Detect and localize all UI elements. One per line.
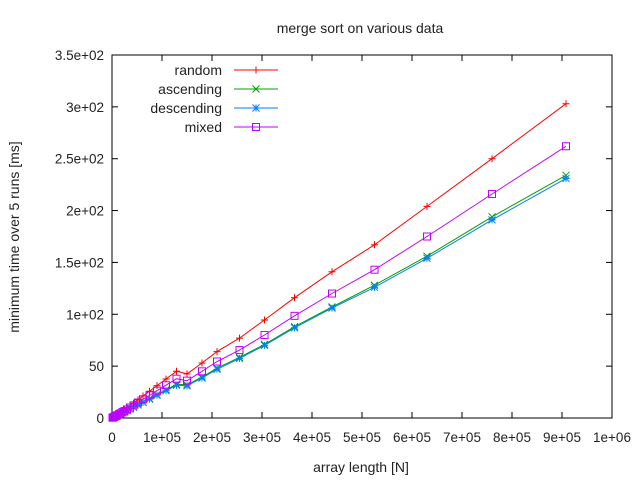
x-tick-label: 2e+05 <box>193 430 231 445</box>
data-point-descending <box>290 323 299 332</box>
data-point-mixed <box>235 346 244 355</box>
data-point-random <box>183 370 191 378</box>
axes: 0 1e+05 2e+05 3e+05 4e+05 5e+05 6e+05 7e+05 8e+0… <box>55 48 631 445</box>
data-point-descending <box>562 174 570 183</box>
legend-label-descending: descending <box>150 100 222 116</box>
x-tick-label: 7e+05 <box>443 430 481 445</box>
data-point-mixed <box>328 289 336 298</box>
x-tick-label: 4e+05 <box>293 430 331 445</box>
legend-entry-ascending: ascending <box>158 81 278 97</box>
x-tick-label: 6e+05 <box>393 430 431 445</box>
y-tick-label: 1e+02 <box>66 307 104 322</box>
data-point-random <box>146 387 153 395</box>
y-tick-label: 3.5e+02 <box>55 48 104 63</box>
data-point-descending <box>198 374 206 382</box>
data-point-descending <box>172 381 181 390</box>
data-point-mixed <box>129 401 138 410</box>
data-point-mixed <box>423 232 431 241</box>
legend-marker-mixed <box>252 123 260 131</box>
y-tick-label: 1.5e+02 <box>55 255 104 270</box>
data-point-random <box>328 268 336 276</box>
x-tick-label: 1e+06 <box>593 430 631 445</box>
y-tick-label: 2.5e+02 <box>55 152 104 167</box>
y-tick-label: 2e+02 <box>66 204 104 219</box>
legend-label-random: random <box>175 62 222 78</box>
data-point-mixed <box>290 311 299 320</box>
data-point-descending <box>423 254 431 263</box>
legend-marker-descending <box>252 104 260 112</box>
data-point-random <box>423 202 431 210</box>
data-point-random <box>291 294 298 302</box>
data-point-descending <box>213 365 221 374</box>
y-tick-label: 50 <box>89 359 104 374</box>
data-point-mixed <box>260 331 269 340</box>
data-point-descending <box>260 341 269 350</box>
legend-entry-random: random <box>175 62 278 78</box>
data-point-random <box>198 359 206 367</box>
x-axis-label: array length [N] <box>313 459 409 475</box>
data-point-random <box>213 348 221 356</box>
y-tick-label: 3e+02 <box>66 100 104 115</box>
x-tick-label: 3e+05 <box>243 430 281 445</box>
data-point-random <box>562 100 570 108</box>
y-tick-label: 0 <box>96 411 104 426</box>
x-tick-label: 0 <box>108 430 116 445</box>
x-tick-label: 9e+05 <box>543 430 581 445</box>
series-random <box>109 100 570 422</box>
data-point-random <box>173 367 180 375</box>
data-point-descending <box>328 304 336 312</box>
legend-marker-ascending <box>252 85 260 93</box>
legend: random ascending descending mixed <box>150 62 278 135</box>
data-point-descending <box>162 386 170 395</box>
series-line-descending <box>112 177 567 419</box>
chart-title: merge sort on various data <box>277 20 444 36</box>
series-line-ascending <box>112 174 567 419</box>
data-point-descending <box>370 283 379 292</box>
data-point-mixed <box>198 367 206 376</box>
data-point-random <box>153 382 161 390</box>
series-line-random <box>112 103 567 419</box>
data-point-random <box>371 241 378 249</box>
data-point-random <box>261 316 268 324</box>
data-point-descending <box>183 381 191 390</box>
data-point-random <box>236 334 243 342</box>
x-tick-label: 8e+05 <box>493 430 531 445</box>
legend-entry-mixed: mixed <box>185 119 278 135</box>
legend-label-mixed: mixed <box>185 119 222 135</box>
data-point-descending <box>488 216 496 224</box>
data-point-random <box>488 155 496 163</box>
data-point-descending <box>153 391 161 400</box>
data-point-descending <box>235 354 244 363</box>
x-tick-label: 5e+05 <box>343 430 381 445</box>
data-point-mixed <box>172 374 181 383</box>
legend-marker-random <box>252 66 260 74</box>
data-point-mixed <box>370 265 379 274</box>
y-axis-label: minimum time over 5 runs [ms] <box>6 141 22 332</box>
data-point-mixed <box>183 376 191 385</box>
series-line-mixed <box>112 145 567 419</box>
data-point-mixed <box>153 386 161 395</box>
data-point-mixed <box>562 142 570 151</box>
legend-entry-descending: descending <box>150 100 278 116</box>
legend-label-ascending: ascending <box>158 81 222 97</box>
data-point-mixed <box>213 357 221 366</box>
data-point-mixed <box>162 381 170 390</box>
data-point-mixed <box>145 391 154 400</box>
x-tick-label: 1e+05 <box>143 430 181 445</box>
series-lines <box>108 100 570 422</box>
data-point-mixed <box>488 189 496 198</box>
data-point-mixed <box>118 408 127 417</box>
series-mixed <box>108 142 570 422</box>
